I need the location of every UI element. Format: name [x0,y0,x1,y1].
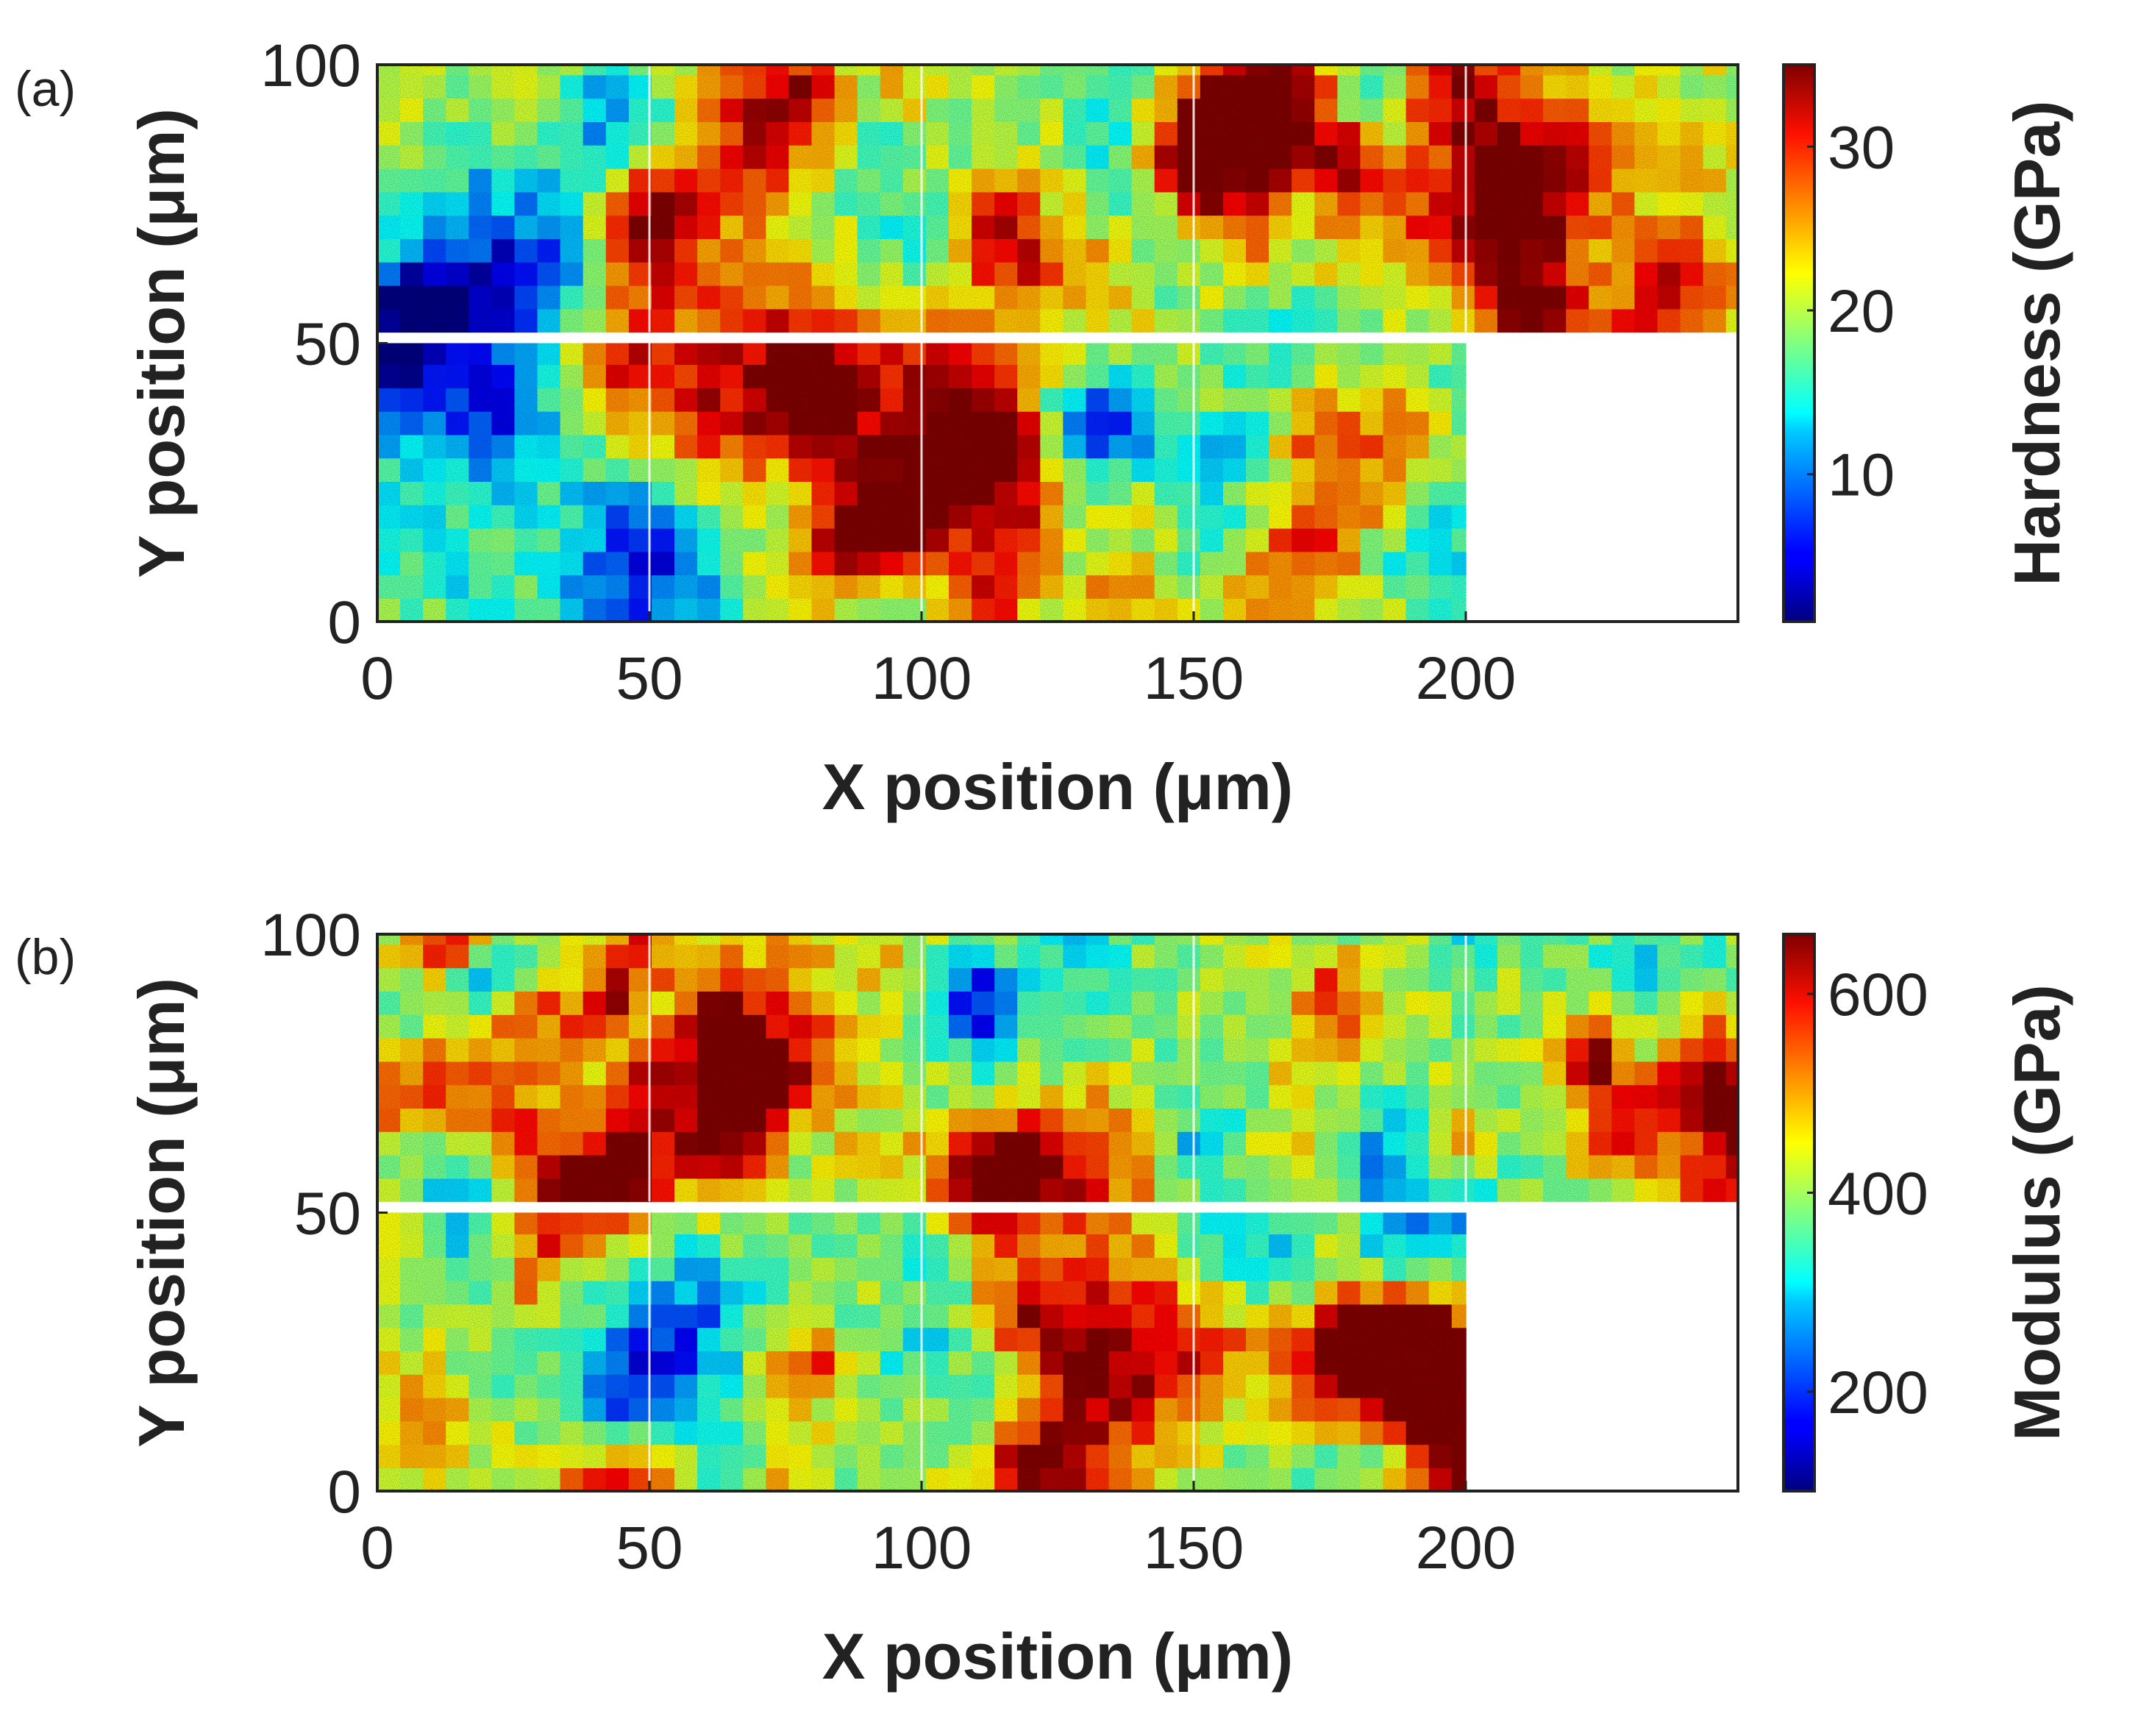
colorbar-tick-label: 600 [1828,961,1928,1028]
y-tick-label: 50 [294,311,361,378]
x-tick-label: 0 [360,645,394,712]
colorbar-tick-label: 200 [1828,1359,1928,1426]
panel-label: (a) [15,61,76,117]
x-tick-label: 0 [360,1515,394,1582]
colorbar-tick-label: 30 [1828,114,1895,181]
x-axis-label: X position (μm) [822,1620,1293,1693]
colorbar-gradient [1782,933,1816,1493]
heatmap [377,65,1739,622]
colorbar: 200 400 600 Modulus (GPa) [1782,933,2073,1493]
panel-a: (a) 0 50 100 150 200 0 50 100 X position (μm) Y po… [15,32,2073,823]
colorbar: 10 20 30 Hardness (GPa) [1782,63,2073,623]
heatmap [377,934,1739,1492]
y-axis-label: Y position (μm) [125,108,198,578]
colorbar-tick-label: 20 [1828,278,1895,345]
y-tick-label: 0 [327,1459,361,1526]
colorbar-tick-label: 400 [1828,1160,1928,1227]
y-tick-label: 0 [327,589,361,656]
heatmap-texture [377,934,1738,1202]
panel-b: (b) 0 50 100 150 200 0 50 100 X position (μm) Y po… [15,902,2073,1693]
x-tick-label: 50 [616,1515,683,1582]
y-tick-label: 50 [294,1181,361,1248]
panel-label: (b) [15,929,76,985]
x-tick-label: 100 [872,645,972,712]
x-axis-label: X position (μm) [822,750,1293,823]
colorbar-tick-label: 10 [1828,442,1895,509]
colorbar-gradient [1782,63,1816,623]
heatmap-region [377,934,1739,1203]
x-tick-label: 200 [1416,1515,1517,1582]
y-tick-label: 100 [260,902,361,969]
x-tick-label: 150 [1144,1515,1244,1582]
heatmap-region [377,1212,1467,1492]
x-tick-label: 100 [872,1515,972,1582]
x-tick-label: 200 [1416,645,1517,712]
y-axis-label: Y position (μm) [125,978,198,1448]
heatmap-texture [377,65,1738,332]
y-tick-label: 100 [260,32,361,99]
x-tick-label: 50 [616,645,683,712]
colorbar-label: Hardness (GPa) [2000,100,2073,586]
colorbar-label: Modulus (GPa) [2000,984,2073,1441]
x-tick-label: 150 [1144,645,1244,712]
heatmap-region [377,65,1739,333]
heatmap-region [377,343,1467,622]
